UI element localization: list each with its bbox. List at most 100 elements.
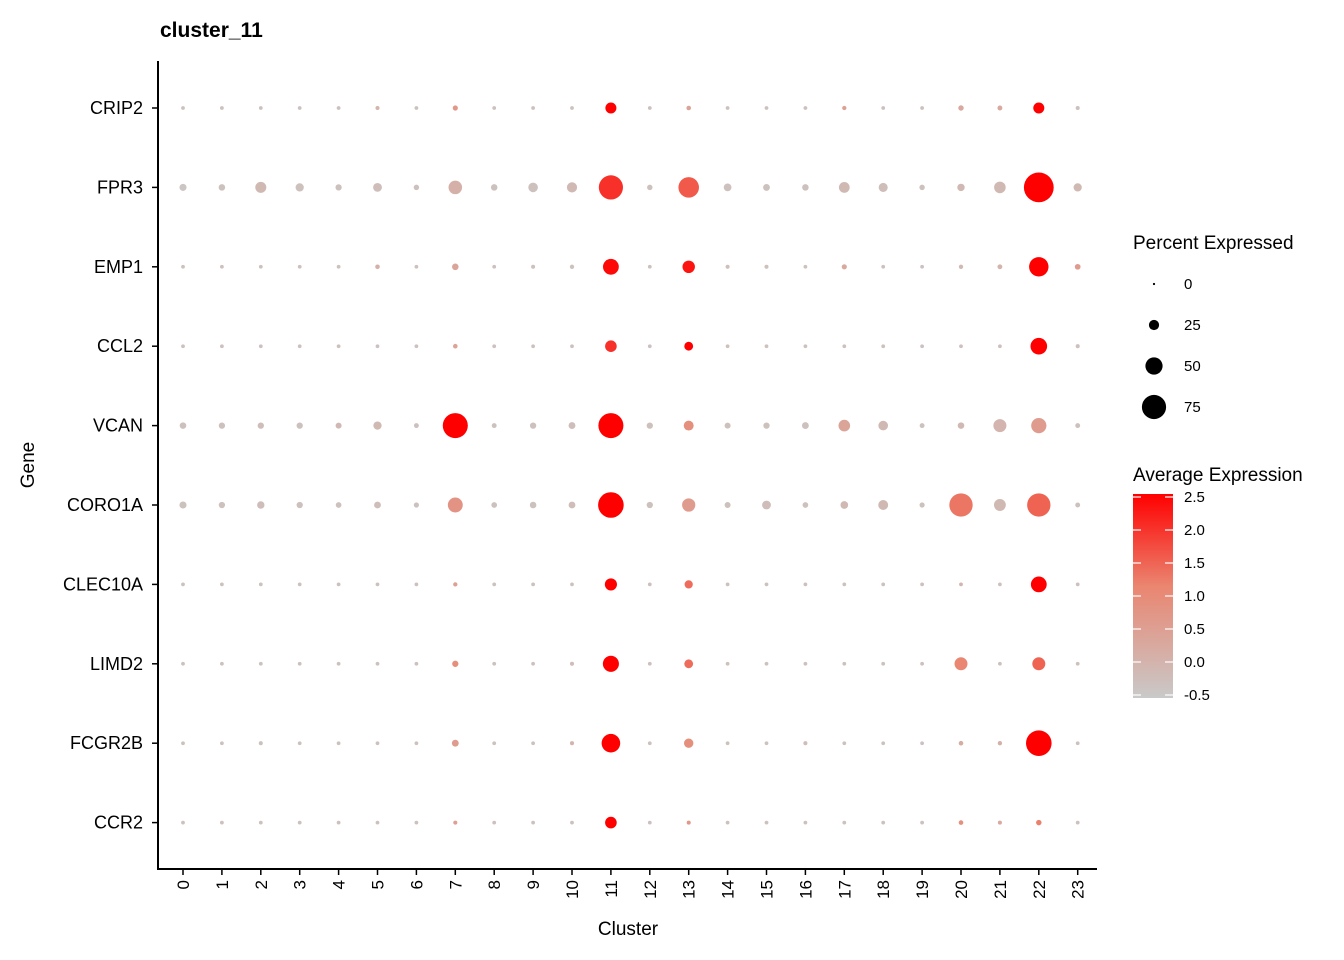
dot-EMP1-cluster-0	[181, 264, 185, 269]
dot-FCGR2B-cluster-23	[1075, 741, 1080, 746]
dot-CCL2-cluster-19	[920, 344, 924, 349]
dot-CRIP2-cluster-15	[764, 106, 769, 110]
dot-FCGR2B-cluster-17	[842, 741, 847, 746]
dot-CCL2-cluster-18	[881, 344, 886, 349]
dot-LIMD2-cluster-13	[684, 659, 694, 669]
x-tick-label: 1	[213, 880, 232, 889]
dot-CLEC10A-cluster-21	[998, 582, 1002, 587]
y-tick-label: LIMD2	[90, 654, 143, 674]
dot-CRIP2-cluster-16	[803, 106, 808, 110]
dot-VCAN-cluster-21	[993, 419, 1007, 433]
dot-VCAN-cluster-22	[1031, 417, 1047, 434]
dot-EMP1-cluster-23	[1074, 263, 1081, 270]
dot-CCR2-cluster-20	[958, 820, 964, 825]
dot-CLEC10A-cluster-19	[920, 582, 924, 587]
dot-EMP1-cluster-15	[764, 264, 769, 269]
x-tick-label: 4	[330, 880, 349, 889]
dot-LIMD2-cluster-18	[881, 661, 886, 666]
dot-CORO1A-cluster-0	[179, 501, 187, 509]
size-legend-dot	[1152, 282, 1156, 286]
x-axis-ticks: 0 1 2 3 4 5 6 7 8 9 10 11 12 13 14 15 16 17 18 19 20 21 22 23	[174, 869, 1088, 899]
dot-FPR3-cluster-21	[994, 181, 1006, 194]
dot-CCL2-cluster-16	[803, 344, 808, 349]
dot-FCGR2B-cluster-6	[414, 741, 419, 746]
color-legend-label: 1.0	[1184, 588, 1205, 605]
dot-CRIP2-cluster-5	[375, 105, 380, 111]
dot-LIMD2-cluster-19	[920, 661, 924, 666]
dot-CCL2-cluster-13	[684, 341, 694, 351]
dot-CORO1A-cluster-12	[646, 501, 653, 509]
dot-EMP1-cluster-1	[220, 264, 224, 269]
dot-FCGR2B-cluster-22	[1026, 730, 1052, 756]
x-tick-label: 20	[952, 880, 971, 899]
y-tick-label: VCAN	[93, 416, 143, 436]
dot-FPR3-cluster-15	[763, 183, 770, 191]
size-legend-label: 0	[1184, 276, 1192, 293]
dot-FPR3-cluster-3	[295, 183, 304, 192]
dot-CCL2-cluster-1	[220, 344, 224, 349]
dot-CCL2-cluster-3	[297, 344, 302, 349]
dot-CLEC10A-cluster-14	[725, 582, 730, 587]
x-tick-label: 23	[1069, 880, 1088, 899]
dot-CCR2-cluster-13	[686, 820, 691, 825]
dot-FCGR2B-cluster-5	[375, 741, 380, 746]
dot-CCR2-cluster-18	[881, 820, 886, 825]
dot-LIMD2-cluster-11	[602, 655, 619, 672]
dot-LIMD2-cluster-3	[297, 661, 302, 666]
dot-CRIP2-cluster-14	[725, 106, 730, 110]
dot-CORO1A-cluster-19	[919, 502, 925, 508]
dot-CRIP2-cluster-7	[452, 105, 458, 111]
dot-CLEC10A-cluster-15	[764, 582, 769, 587]
x-tick-label: 19	[913, 880, 932, 899]
dot-VCAN-cluster-2	[257, 422, 264, 429]
dot-CLEC10A-cluster-23	[1075, 582, 1080, 587]
dot-LIMD2-cluster-9	[531, 661, 535, 666]
dot-EMP1-cluster-18	[881, 264, 886, 269]
dot-CRIP2-cluster-19	[920, 106, 924, 110]
dot-CRIP2-cluster-10	[570, 106, 574, 110]
dot-EMP1-cluster-20	[958, 264, 964, 269]
dot-CORO1A-cluster-3	[296, 501, 303, 509]
dot-EMP1-cluster-13	[682, 260, 695, 274]
dot-EMP1-cluster-12	[647, 264, 652, 269]
dot-CCR2-cluster-19	[920, 820, 924, 825]
dot-FCGR2B-cluster-18	[881, 741, 886, 746]
dot-CRIP2-cluster-11	[605, 102, 617, 114]
dot-LIMD2-cluster-16	[803, 661, 808, 666]
dot-CORO1A-cluster-18	[878, 500, 889, 510]
dot-FPR3-cluster-2	[255, 181, 267, 193]
dot-CORO1A-cluster-8	[491, 502, 498, 508]
dot-VCAN-cluster-0	[179, 422, 187, 429]
dot-FCGR2B-cluster-8	[492, 741, 497, 746]
dot-FCGR2B-cluster-9	[531, 741, 535, 746]
dot-CORO1A-cluster-22	[1027, 493, 1051, 517]
dot-CCR2-cluster-7	[453, 820, 458, 825]
dot-CORO1A-cluster-6	[413, 502, 419, 508]
x-tick-label: 12	[641, 880, 660, 899]
x-tick-label: 21	[991, 880, 1010, 899]
plot-area	[179, 102, 1082, 829]
dot-LIMD2-cluster-17	[842, 661, 847, 666]
x-tick-label: 10	[563, 880, 582, 899]
dot-LIMD2-cluster-8	[492, 661, 497, 666]
dot-CORO1A-cluster-1	[218, 501, 226, 509]
dot-CCL2-cluster-9	[531, 344, 535, 349]
color-legend-label: 2.5	[1184, 489, 1205, 506]
dot-FPR3-cluster-20	[957, 183, 965, 192]
dot-VCAN-cluster-12	[646, 422, 653, 429]
dot-CRIP2-cluster-2	[258, 106, 263, 110]
dot-EMP1-cluster-14	[725, 264, 730, 269]
dot-CLEC10A-cluster-1	[220, 582, 224, 587]
size-legend-dot	[1141, 394, 1167, 420]
y-tick-label: CCR2	[94, 813, 143, 833]
dot-CCL2-cluster-14	[725, 344, 730, 349]
size-legend: 0 25 50 75	[1141, 276, 1201, 420]
dot-CRIP2-cluster-17	[842, 105, 847, 111]
dot-CLEC10A-cluster-2	[258, 582, 263, 587]
dot-FPR3-cluster-12	[647, 184, 653, 191]
dot-CRIP2-cluster-8	[492, 106, 497, 110]
dot-CCR2-cluster-3	[297, 820, 302, 825]
x-tick-label: 8	[485, 880, 504, 889]
x-tick-label: 7	[446, 880, 465, 889]
